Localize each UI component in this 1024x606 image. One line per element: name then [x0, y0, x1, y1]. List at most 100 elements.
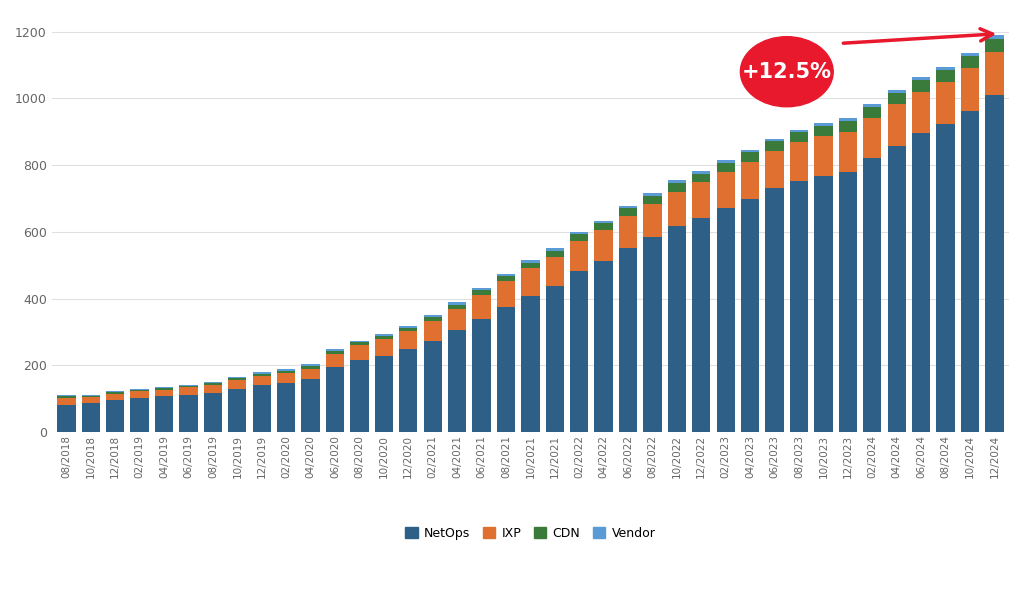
Bar	[278, 373, 295, 382]
Bar	[888, 146, 906, 432]
Bar	[912, 133, 930, 432]
Bar	[912, 81, 930, 92]
Bar	[790, 133, 808, 142]
Bar	[399, 349, 418, 432]
Bar	[424, 341, 441, 432]
Bar	[643, 237, 662, 432]
Bar	[399, 325, 418, 328]
Bar	[668, 191, 686, 226]
Bar	[57, 396, 76, 398]
Bar	[399, 331, 418, 349]
Bar	[839, 132, 857, 172]
Bar	[228, 380, 247, 388]
Bar	[912, 77, 930, 81]
Bar	[717, 172, 735, 208]
Bar	[447, 305, 466, 308]
Bar	[472, 319, 490, 432]
Bar	[692, 171, 711, 174]
Bar	[546, 286, 564, 432]
Bar	[863, 107, 882, 118]
Bar	[82, 398, 100, 404]
Bar	[301, 366, 319, 368]
Bar	[472, 290, 490, 295]
Bar	[912, 92, 930, 133]
Bar	[82, 396, 100, 398]
Bar	[179, 385, 198, 387]
Bar	[546, 248, 564, 250]
Bar	[546, 256, 564, 286]
Bar	[57, 398, 76, 405]
Bar	[814, 123, 833, 126]
Bar	[350, 341, 369, 342]
Bar	[155, 396, 173, 432]
Bar	[130, 390, 148, 391]
Bar	[839, 121, 857, 132]
Bar	[618, 208, 637, 216]
Bar	[765, 188, 783, 432]
Bar	[228, 377, 247, 378]
Bar	[179, 395, 198, 432]
Bar	[961, 68, 979, 111]
Bar	[741, 150, 760, 153]
Legend: NetOps, IXP, CDN, Vendor: NetOps, IXP, CDN, Vendor	[400, 522, 660, 545]
Bar	[765, 151, 783, 188]
Ellipse shape	[740, 37, 834, 107]
Bar	[447, 302, 466, 305]
Bar	[888, 93, 906, 104]
Bar	[741, 162, 760, 199]
Bar	[521, 262, 540, 268]
Bar	[130, 398, 148, 432]
Bar	[57, 395, 76, 396]
Bar	[424, 318, 441, 321]
Bar	[888, 90, 906, 93]
Bar	[155, 390, 173, 396]
Bar	[155, 387, 173, 388]
Bar	[472, 288, 490, 290]
Bar	[570, 234, 589, 241]
Bar	[888, 104, 906, 146]
Bar	[863, 104, 882, 107]
Bar	[790, 130, 808, 133]
Bar	[570, 271, 589, 432]
Bar	[497, 281, 515, 307]
Bar	[253, 372, 271, 374]
Bar	[228, 378, 247, 380]
Bar	[155, 388, 173, 390]
Bar	[350, 345, 369, 361]
Bar	[375, 356, 393, 432]
Bar	[692, 174, 711, 182]
Bar	[692, 182, 711, 218]
Bar	[643, 193, 662, 196]
Bar	[301, 379, 319, 432]
Bar	[985, 52, 1004, 95]
Bar	[668, 183, 686, 191]
Bar	[424, 315, 441, 318]
Bar	[204, 385, 222, 393]
Bar	[692, 218, 711, 432]
Bar	[375, 339, 393, 356]
Bar	[814, 126, 833, 136]
Bar	[570, 232, 589, 234]
Bar	[301, 368, 319, 379]
Bar	[618, 248, 637, 432]
Bar	[253, 385, 271, 432]
Bar	[936, 82, 954, 124]
Bar	[595, 221, 612, 223]
Bar	[253, 376, 271, 385]
Bar	[863, 159, 882, 432]
Bar	[936, 67, 954, 70]
Bar	[570, 241, 589, 271]
Bar	[668, 226, 686, 432]
Bar	[278, 369, 295, 371]
Bar	[936, 124, 954, 432]
Bar	[765, 139, 783, 141]
Bar	[326, 354, 344, 367]
Bar	[447, 308, 466, 330]
Bar	[130, 388, 148, 390]
Bar	[179, 387, 198, 395]
Bar	[668, 181, 686, 183]
Text: +12.5%: +12.5%	[741, 62, 831, 82]
Bar	[301, 364, 319, 366]
Bar	[839, 172, 857, 432]
Bar	[814, 136, 833, 176]
